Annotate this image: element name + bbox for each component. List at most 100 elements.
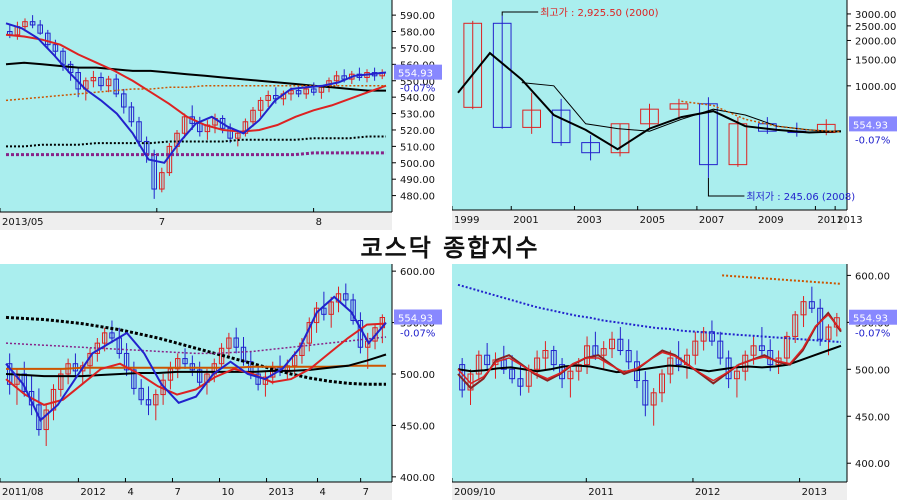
x-axis-area [452, 210, 847, 230]
y-tick-label: 2000.00 [855, 36, 896, 47]
candle-body [733, 370, 740, 380]
last-price-badge [394, 309, 442, 325]
candle-body [600, 348, 607, 356]
y-tick-label: 500.00 [400, 159, 435, 170]
candle-body [255, 373, 261, 385]
candle-body [29, 21, 36, 26]
y-axis-area [392, 0, 445, 230]
candle-body [509, 368, 516, 380]
y-tick-label: 450.00 [855, 412, 890, 423]
last-price-badge [849, 116, 897, 132]
x-tick-label: 2007 [699, 215, 724, 226]
x-axis-area [0, 482, 392, 500]
candle-body [328, 301, 334, 315]
y-tick-label: 600.00 [855, 271, 890, 282]
candle-body [517, 378, 524, 387]
candle-body [136, 121, 142, 142]
candle-body [825, 326, 832, 340]
candle-body [257, 99, 264, 111]
y-tick-label: 590.00 [400, 11, 435, 22]
last-price-value: 554.93 [853, 314, 888, 325]
y-tick-label: 2500.00 [855, 22, 896, 33]
candle-body [692, 340, 699, 356]
monthly-candlestick-chart: 400.00450.00500.00550.00600.002009/10201… [451, 264, 900, 500]
candle-body [153, 394, 159, 406]
x-tick-label: 2011 [817, 215, 842, 226]
candle-body [792, 314, 799, 337]
x-tick-label: 2011 [588, 487, 613, 498]
candle-body [151, 154, 157, 190]
candle-body [113, 78, 119, 95]
x-tick-label: 2013 [802, 487, 827, 498]
candle-body [640, 108, 659, 125]
daily-candlestick-chart: 480.00 490.00 500.00 510.00 520.00 530.00 540.… [0, 0, 445, 230]
candle-body [808, 301, 815, 309]
plot-area [0, 0, 392, 212]
candle-body [265, 95, 271, 101]
moving-average-line [6, 151, 386, 157]
x-tick-label: 2013/05 [2, 217, 44, 228]
candle-body [36, 404, 42, 431]
candle-body [551, 109, 571, 144]
x-tick-label: 8 [316, 217, 322, 228]
candle-body [550, 350, 557, 366]
x-tick-label: 4 [320, 487, 326, 498]
candle-body [109, 332, 115, 339]
x-tick-label: 2013 [269, 487, 294, 498]
x-tick-label: 10 [222, 487, 235, 498]
candle-body [783, 335, 790, 359]
candle-body [101, 332, 108, 344]
candle-body [343, 293, 349, 301]
candle-body [98, 76, 104, 87]
candle-body [52, 44, 59, 52]
candle-body [242, 121, 249, 134]
moving-average-line [6, 364, 386, 370]
moving-average-line [521, 82, 842, 133]
moving-average-line [457, 313, 842, 385]
y-axis-area [847, 0, 900, 230]
change-percent: -0.07% [400, 84, 435, 95]
candle-body [219, 117, 226, 129]
x-tick-label: 2001 [513, 215, 538, 226]
candle-body [609, 338, 616, 350]
candle-body [700, 331, 707, 342]
y-tick-label: 530.00 [400, 110, 435, 121]
candle-body [128, 106, 135, 123]
candle-body [542, 350, 549, 359]
change-percent: -0.07% [400, 329, 435, 340]
candle-body [610, 123, 630, 154]
candle-body [235, 132, 241, 139]
yearly-chart-panel: 1000.00 1500.00 2000.00 2500.00 3000.00 1999 2… [451, 0, 900, 230]
y-tick-label: 500.00 [855, 365, 890, 376]
annotation-leader [501, 11, 539, 16]
daily-chart-panel: 480.00 490.00 500.00 510.00 520.00 530.00 540.… [0, 0, 445, 230]
candle-body [350, 299, 356, 322]
candle-body [37, 24, 43, 34]
last-price-badge [849, 309, 897, 325]
y-tick-label: 580.00 [400, 28, 435, 39]
candle-body [522, 109, 541, 128]
y-tick-label: 480.00 [400, 192, 435, 203]
candle-body [484, 354, 491, 366]
candle-body [121, 93, 127, 108]
candle-body [584, 345, 591, 366]
x-tick-label: 7 [174, 487, 180, 498]
weekly-candlestick-chart: 400.00450.00500.00550.00600.002011/08201… [0, 264, 445, 500]
moving-average-line [5, 322, 387, 406]
x-axis-area [0, 212, 392, 230]
x-axis-area [452, 482, 847, 500]
candle-body [708, 331, 715, 342]
y-tick-label: 570.00 [400, 44, 435, 55]
moving-average-line [457, 51, 842, 151]
candle-body [463, 22, 483, 108]
x-tick-label: 2012 [80, 487, 105, 498]
candle-body [492, 22, 512, 128]
candle-body [575, 364, 582, 372]
moving-average-line [5, 22, 387, 164]
candle-body [45, 32, 51, 46]
candle-body [131, 369, 137, 389]
candle-body [333, 75, 340, 82]
candle-body [145, 399, 152, 406]
y-tick-label: 450.00 [400, 421, 435, 432]
annotation-leader [707, 177, 745, 197]
